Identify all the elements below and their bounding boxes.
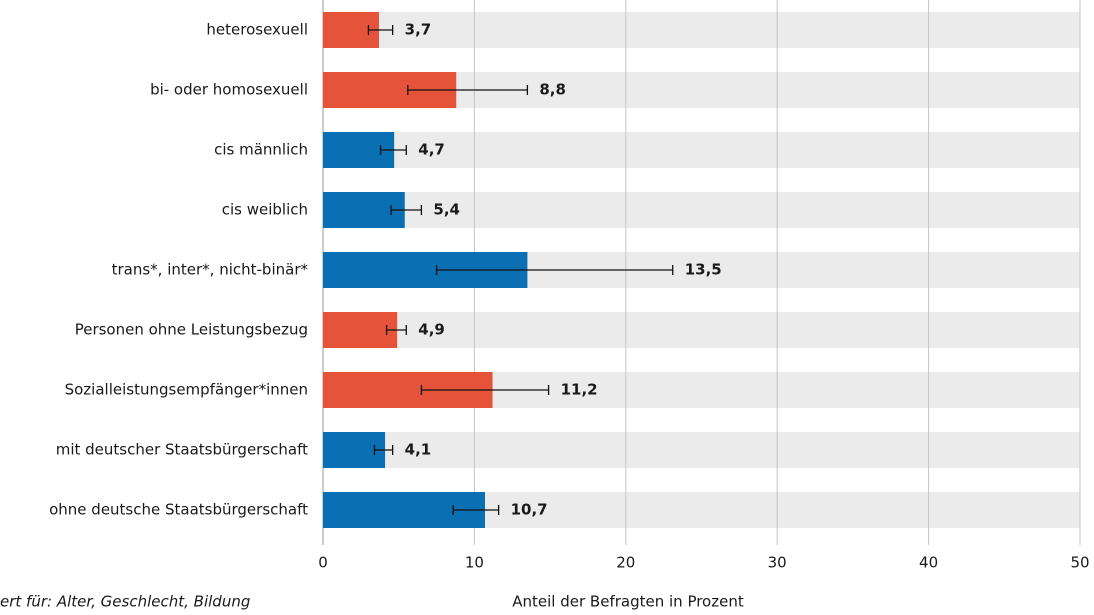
value-label: 3,7 xyxy=(405,21,432,39)
error-bar xyxy=(379,145,407,155)
row-band xyxy=(323,132,1080,168)
y-tick-label: bi- oder homosexuell xyxy=(150,81,308,99)
note: ert für: Alter, Geschlecht, Bildung xyxy=(0,593,250,611)
y-tick-label: cis weiblich xyxy=(222,201,308,219)
y-tick-label: ohne deutsche Staatsbürgerschaft xyxy=(49,501,308,519)
y-tick-label: mit deutscher Staatsbürgerschaft xyxy=(56,441,308,459)
value-label: 13,5 xyxy=(685,261,722,279)
y-tick-label: trans*, inter*, nicht-binär* xyxy=(112,261,309,279)
value-label: 4,9 xyxy=(418,321,445,339)
value-label: 4,7 xyxy=(418,141,445,159)
value-label: 11,2 xyxy=(561,381,598,399)
error-bar xyxy=(367,25,394,35)
y-tick-label: heterosexuell xyxy=(206,21,308,39)
value-label: 10,7 xyxy=(511,501,548,519)
error-bar xyxy=(407,85,529,95)
error-bar xyxy=(420,385,550,395)
y-tick-label: Personen ohne Leistungsbezug xyxy=(75,321,308,339)
x-tick-label: 0 xyxy=(318,554,328,572)
error-bar xyxy=(390,205,423,215)
error-bar xyxy=(385,325,407,335)
row-band xyxy=(323,432,1080,468)
y-tick-label: Sozialleistungsempfänger*innen xyxy=(65,381,308,399)
x-tick-label: 40 xyxy=(919,554,938,572)
row-band xyxy=(323,12,1080,48)
error-bar xyxy=(452,505,500,515)
value-label: 8,8 xyxy=(539,81,566,99)
x-tick-label: 10 xyxy=(465,554,484,572)
x-tick-label: 30 xyxy=(768,554,787,572)
x-axis-label: Anteil der Befragten in Prozent xyxy=(512,593,744,611)
value-label: 5,4 xyxy=(433,201,460,219)
row-band xyxy=(323,312,1080,348)
row-band xyxy=(323,192,1080,228)
value-label: 4,1 xyxy=(405,441,432,459)
error-bar xyxy=(373,445,394,455)
bar xyxy=(323,312,398,348)
x-tick-label: 50 xyxy=(1070,554,1089,572)
error-bar xyxy=(435,265,674,275)
y-tick-label: cis männlich xyxy=(214,141,308,159)
x-tick-label: 20 xyxy=(616,554,635,572)
